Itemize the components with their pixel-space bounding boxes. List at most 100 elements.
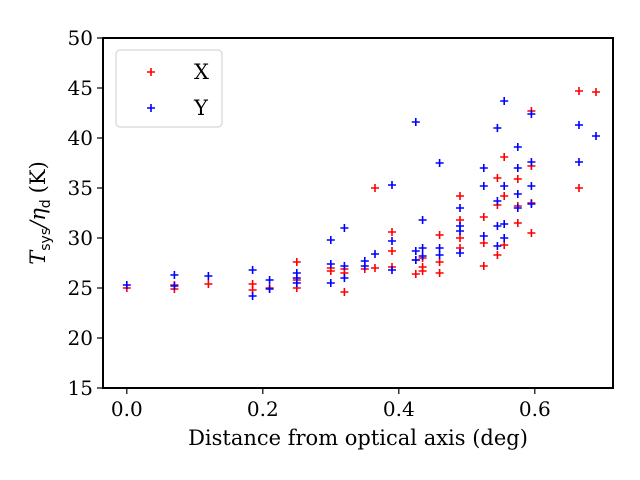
data-point [388, 181, 396, 189]
data-point [371, 184, 379, 192]
x-tick-label: 0.6 [519, 397, 551, 421]
data-point [418, 216, 427, 224]
data-point [493, 124, 502, 132]
data-point [326, 279, 335, 287]
data-point [493, 174, 502, 182]
data-point [575, 184, 583, 192]
data-point [479, 164, 488, 172]
y-tick-label: 15 [68, 376, 93, 400]
data-point [527, 182, 536, 190]
data-point [122, 281, 131, 289]
data-point [493, 251, 502, 259]
data-point [493, 222, 502, 230]
data-point [340, 224, 349, 232]
data-point [500, 234, 509, 242]
y-tick-label: 40 [68, 126, 93, 150]
data-point [575, 121, 583, 129]
data-point [326, 260, 335, 268]
data-point [592, 88, 600, 96]
data-point [411, 118, 420, 126]
series-Y [122, 97, 600, 300]
data-point [500, 182, 509, 190]
data-point [456, 204, 464, 212]
data-point [456, 234, 464, 242]
x-axis-label: Distance from optical axis (deg) [188, 426, 528, 450]
data-point [513, 190, 522, 198]
data-point [340, 288, 349, 296]
y-axis-label: Tsys/ηd (K) [26, 161, 54, 265]
data-point [479, 213, 488, 221]
data-point [360, 262, 369, 270]
y-tick-label: 25 [68, 276, 93, 300]
data-point [388, 228, 396, 236]
data-point [500, 153, 509, 161]
x-tick-label: 0.2 [247, 397, 279, 421]
data-point [456, 192, 464, 200]
data-point [493, 242, 502, 250]
data-point [204, 280, 213, 288]
data-point [500, 192, 509, 200]
data-point [479, 182, 488, 190]
data-point [435, 244, 444, 252]
x-tick-label: 0.4 [383, 397, 415, 421]
y-label-sub1: sys [38, 228, 54, 251]
data-point [204, 272, 213, 280]
data-point [371, 264, 379, 272]
data-point [527, 229, 536, 237]
data-point [248, 266, 257, 274]
y-tick-label: 45 [68, 76, 93, 100]
data-point [513, 219, 522, 227]
data-point [500, 220, 509, 228]
data-point [575, 87, 583, 95]
legend-marker-X [147, 68, 155, 76]
legend-label-Y: Y [193, 96, 209, 120]
y-tick-label: 20 [68, 326, 93, 350]
y-tick-label: 30 [68, 226, 93, 250]
y-axis-ticks: 15 20 25 30 35 40 45 50 [68, 26, 103, 400]
data-point [418, 252, 427, 260]
data-point [479, 232, 488, 240]
data-point [388, 237, 396, 245]
legend: XY [115, 49, 223, 128]
data-point [388, 266, 396, 274]
legend-box [115, 49, 223, 128]
data-point [456, 249, 464, 257]
y-label-unit: (K) [26, 161, 50, 193]
data-point [513, 204, 522, 212]
data-point [265, 276, 274, 284]
data-point [326, 236, 335, 244]
data-point [411, 247, 420, 255]
data-point [248, 292, 257, 300]
y-tick-label: 35 [68, 176, 93, 200]
y-label-sub2: d [38, 199, 54, 208]
data-point [456, 227, 464, 235]
data-point [411, 270, 420, 278]
data-point [435, 269, 444, 277]
data-point [500, 97, 509, 105]
data-point [575, 158, 583, 166]
legend-label-X: X [194, 60, 209, 84]
data-point [418, 244, 427, 252]
data-point [527, 200, 536, 208]
data-point [513, 164, 522, 172]
data-point [513, 143, 522, 151]
data-point [170, 282, 179, 290]
data-point [527, 110, 536, 118]
data-point [340, 262, 349, 270]
data-point [170, 271, 179, 279]
data-point [500, 241, 509, 249]
data-point [265, 285, 274, 293]
legend-marker-Y [147, 104, 155, 112]
data-point [479, 239, 488, 247]
data-point [592, 132, 600, 140]
data-point [513, 175, 522, 183]
plot-area [122, 87, 600, 300]
data-point [292, 258, 301, 266]
data-point [435, 159, 444, 167]
data-point [418, 263, 427, 271]
data-point [479, 262, 488, 270]
data-point [388, 247, 396, 255]
data-point [527, 158, 536, 166]
data-point [371, 250, 379, 258]
